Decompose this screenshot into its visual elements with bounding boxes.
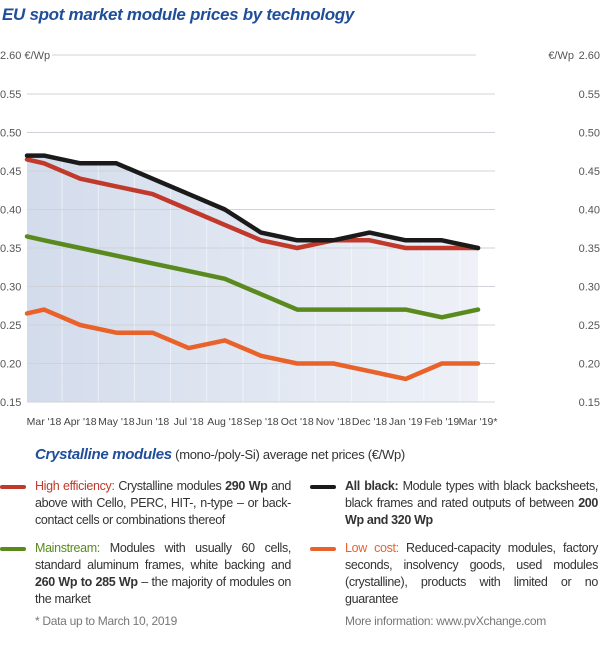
legend-text: – the majority of modules on the market (35, 575, 291, 606)
legend-text-bold: 290 Wp (225, 479, 268, 493)
y-tick-label-left: 0.25 (0, 320, 21, 332)
legend-label: Low cost: (345, 541, 399, 555)
x-tick-label: Nov '18 (316, 416, 351, 428)
series-line-mainstream (24, 234, 481, 320)
x-tick-label: Jan '19 (389, 416, 423, 428)
series-line-low-cost (24, 307, 481, 382)
x-tick-label: Oct '18 (281, 416, 314, 428)
y-tick-label-right: 0.45 (579, 166, 600, 178)
x-tick-label: Apr '18 (64, 416, 97, 428)
legend-mainstream: Mainstream: Modules with usually 60 cell… (0, 540, 291, 608)
x-tick-label: Jul '18 (174, 416, 204, 428)
x-tick-label: Mar '18 (27, 416, 62, 428)
y-tick-label-right: 0.15 (579, 397, 600, 409)
legend-text: Crystalline modules (114, 479, 226, 493)
x-tick-label: May '18 (98, 416, 135, 428)
x-tick-label: Aug '18 (207, 416, 242, 428)
legend-subtitle: Crystalline modules (mono-/poly-Si) aver… (35, 446, 405, 463)
y-tick-label-left: 0.40 (0, 205, 21, 217)
legend-all-black: All black: Module types with black backs… (310, 478, 598, 529)
legend-swatch (310, 547, 336, 551)
series-line-all-black (24, 153, 481, 251)
y-tick-label-right: 0.30 (579, 282, 600, 294)
y-tick-label-left: 0.35 (0, 243, 21, 255)
legend-label: Mainstream: (35, 541, 100, 555)
y-tick-label-right: 0.50 (579, 128, 600, 140)
line-chart: 0.15 0.15 0.20 0.20 0.25 0.25 0.30 0.30 0.35 0.35… (0, 50, 600, 428)
legend-swatch (0, 547, 26, 551)
x-tick-label: Feb '19 (425, 416, 460, 428)
legend-swatch (0, 485, 26, 489)
y-tick-label-left: 0.50 (0, 128, 21, 140)
y-tick-label-left: 0.45 (0, 166, 21, 178)
legend-text: Reduced-capacity modules, factory second… (345, 541, 599, 606)
y-tick-label-left: 0.15 (0, 397, 21, 409)
series-line-high-efficiency (24, 157, 481, 251)
subtitle-bold: Crystalline modules (35, 446, 172, 463)
y-unit-right: €/Wp (548, 50, 574, 62)
x-tick-label: Jun '18 (136, 416, 170, 428)
x-tick-label: Dec '18 (352, 416, 387, 428)
legend-low-cost: Low cost: Reduced-capacity modules, fact… (310, 540, 599, 608)
y-tick-label-left: 0.20 (0, 359, 21, 371)
area-fill (27, 155, 479, 402)
legend-high-efficiency: High efficiency: Crystalline modules 290… (0, 478, 291, 529)
legend-label: High efficiency: (35, 479, 115, 493)
y-tick-label-left: 0.55 (0, 89, 21, 101)
y-tick-label-right: 0.20 (579, 359, 600, 371)
legend-text-bold: 200 Wp and 320 Wp (345, 496, 598, 527)
legend-text: Modules with usually 60 cells, standard … (35, 541, 291, 572)
subtitle-rest: (mono-/poly-Si) average net prices (€/Wp… (171, 447, 405, 462)
y-top-label-right: 2.60 (579, 50, 600, 62)
x-tick-label: Mar '19* (459, 416, 498, 428)
legend-swatch (310, 485, 336, 489)
legend-text: Module types with black backsheets, blac… (345, 479, 598, 510)
more-info-link[interactable]: More information: www.pvXchange.com (345, 614, 546, 628)
y-tick-label-right: 0.55 (579, 89, 600, 101)
y-top-label-left: 2.60 €/Wp (0, 50, 50, 62)
x-tick-label: Sep '18 (243, 416, 278, 428)
chart-title: EU spot market module prices by technolo… (2, 5, 355, 24)
y-tick-label-left: 0.30 (0, 282, 21, 294)
legend-text: and above with Cello, PERC, HIT-, n-type… (35, 479, 291, 527)
y-tick-label-right: 0.35 (579, 243, 600, 255)
legend-label: All black: (345, 479, 399, 493)
y-tick-label-right: 0.25 (579, 320, 600, 332)
footnote: * Data up to March 10, 2019 (35, 614, 177, 628)
legend-text-bold: 260 Wp to 285 Wp (35, 575, 138, 589)
y-tick-label-right: 0.40 (579, 205, 600, 217)
